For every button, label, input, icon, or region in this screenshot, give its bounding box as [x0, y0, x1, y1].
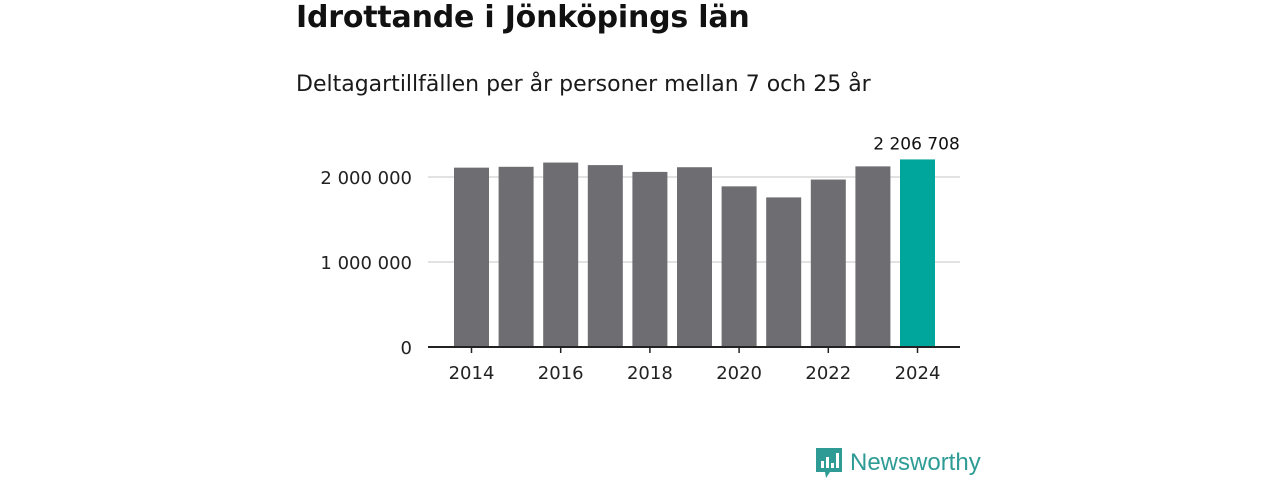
brand-name: Newsworthy [850, 449, 981, 476]
data-label: 2 206 708 [873, 134, 960, 154]
x-tick-label: 2022 [805, 363, 851, 384]
bar-2017 [587, 165, 623, 347]
bar-2016 [543, 162, 579, 347]
x-tick-label: 2020 [716, 363, 762, 384]
newsworthy-logo: Newsworthy [814, 446, 981, 480]
y-tick-label: 1 000 000 [320, 253, 412, 274]
x-tick-label: 2024 [895, 363, 941, 384]
chart-title: Idrottande i Jönköpings län [296, 0, 750, 35]
x-tick-label: 2016 [538, 363, 584, 384]
x-tick-label: 2018 [627, 363, 673, 384]
y-tick-label: 0 [401, 338, 412, 359]
bar-2019 [677, 167, 712, 347]
bar-chart-speech-bubble-icon [816, 448, 842, 478]
bar-2020 [721, 186, 757, 347]
bar-2015 [498, 166, 534, 347]
bar-2023 [855, 166, 891, 347]
y-tick-label: 2 000 000 [320, 168, 412, 189]
bar-2022 [810, 179, 846, 347]
chart-subtitle: Deltagartillfällen per år personer mella… [296, 72, 871, 97]
bar-2014 [454, 167, 489, 347]
bar-2024 [900, 159, 935, 347]
bar-2018 [632, 171, 668, 347]
bar-2021 [766, 197, 802, 347]
x-tick-label: 2014 [449, 363, 495, 384]
